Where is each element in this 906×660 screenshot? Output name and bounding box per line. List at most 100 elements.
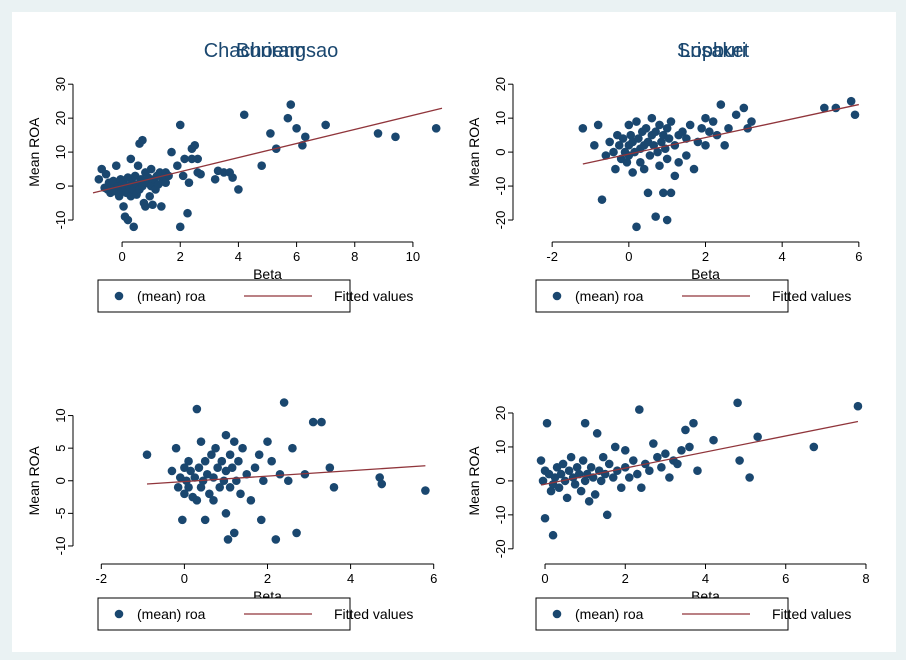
data-point bbox=[186, 466, 195, 476]
data-point bbox=[292, 124, 301, 133]
data-point bbox=[709, 435, 718, 445]
data-point bbox=[664, 134, 674, 143]
data-point bbox=[731, 110, 741, 120]
data-point bbox=[288, 443, 297, 453]
data-point bbox=[157, 202, 166, 211]
data-point bbox=[850, 110, 860, 120]
data-point bbox=[596, 476, 606, 486]
data-point bbox=[593, 120, 603, 130]
x-tick-label: 4 bbox=[779, 249, 786, 264]
legend-box bbox=[535, 597, 789, 631]
legend-marker bbox=[114, 291, 124, 301]
x-tick-label: 0 bbox=[541, 571, 548, 586]
y-tick-label: 20 bbox=[53, 111, 68, 125]
y-axis-title: Mean ROA bbox=[466, 446, 482, 516]
data-point bbox=[173, 161, 182, 170]
legend-box bbox=[535, 279, 789, 313]
data-point bbox=[645, 151, 655, 160]
data-point bbox=[572, 463, 582, 472]
data-point bbox=[283, 113, 293, 123]
data-point bbox=[286, 100, 296, 109]
data-point bbox=[578, 124, 588, 133]
data-point bbox=[566, 452, 576, 462]
data-point bbox=[175, 222, 185, 232]
x-tick-label: 0 bbox=[625, 249, 632, 264]
data-point bbox=[205, 489, 214, 499]
data-point bbox=[633, 469, 642, 479]
data-point bbox=[196, 169, 205, 179]
data-point bbox=[634, 134, 643, 143]
data-point bbox=[213, 463, 222, 473]
y-axis-title: Mean ROA bbox=[26, 445, 42, 515]
data-point bbox=[94, 174, 104, 184]
data-point bbox=[200, 515, 210, 525]
data-point bbox=[246, 496, 256, 505]
data-point bbox=[685, 442, 694, 452]
data-point bbox=[145, 191, 155, 201]
y-tick-label: -10 bbox=[53, 537, 68, 556]
data-point bbox=[682, 151, 691, 160]
y-tick-label: 10 bbox=[53, 408, 68, 422]
data-point bbox=[207, 450, 216, 459]
data-point bbox=[747, 117, 756, 126]
y-tick-label: 5 bbox=[53, 445, 68, 452]
data-point bbox=[192, 496, 202, 505]
data-point bbox=[618, 134, 628, 143]
y-tick-label: 0 bbox=[53, 182, 68, 189]
data-point bbox=[560, 476, 570, 486]
data-point bbox=[223, 535, 233, 544]
data-point bbox=[138, 135, 147, 145]
data-point bbox=[632, 222, 641, 232]
fitted-line bbox=[582, 103, 859, 165]
data-point bbox=[739, 103, 749, 113]
graph-window: Chachoengsao -10 0 10 20 30 Mean ROA 0 2 4 6 8 10 Bet… bbox=[12, 12, 896, 652]
data-point bbox=[580, 418, 590, 428]
x-axis-title: Beta bbox=[253, 266, 282, 282]
chart-title: Srisaket bbox=[677, 40, 750, 62]
data-point bbox=[614, 141, 624, 150]
data-point bbox=[377, 479, 387, 489]
data-point bbox=[662, 154, 672, 164]
data-point bbox=[624, 473, 634, 482]
legend-marker bbox=[552, 609, 562, 619]
data-point bbox=[180, 154, 189, 164]
y-axis-title: Mean ROA bbox=[466, 117, 482, 187]
x-axis-title: Beta bbox=[691, 266, 720, 282]
x-tick-label: 0 bbox=[118, 249, 125, 264]
x-tick-label: 2 bbox=[622, 571, 629, 586]
data-point bbox=[325, 463, 335, 473]
data-point bbox=[146, 164, 156, 174]
data-point bbox=[628, 168, 637, 177]
data-point bbox=[161, 178, 171, 187]
x-tick-label: 6 bbox=[293, 249, 300, 264]
data-point bbox=[267, 456, 276, 466]
chart-panel-1: Chachoengsao -10 0 10 20 30 Mean ROA 0 2 4 6 8 10 Bet… bbox=[26, 40, 443, 313]
data-point bbox=[659, 188, 668, 198]
x-tick-label: 6 bbox=[855, 249, 862, 264]
y-tick-label: 10 bbox=[53, 145, 68, 159]
data-point bbox=[602, 510, 612, 520]
data-point bbox=[651, 212, 660, 221]
data-point bbox=[653, 147, 662, 157]
data-point bbox=[538, 476, 548, 486]
data-point bbox=[236, 489, 245, 499]
data-point bbox=[584, 496, 594, 506]
data-point bbox=[666, 188, 676, 198]
data-point bbox=[735, 456, 744, 465]
data-point bbox=[716, 100, 726, 109]
data-point bbox=[831, 103, 841, 113]
data-point bbox=[693, 466, 702, 476]
data-point bbox=[301, 132, 310, 142]
data-point bbox=[641, 124, 651, 133]
data-point bbox=[234, 456, 243, 466]
data-point bbox=[209, 473, 218, 482]
data-point bbox=[256, 515, 266, 525]
data-point bbox=[250, 463, 260, 473]
x-tick-label: 2 bbox=[264, 571, 271, 586]
data-point bbox=[126, 154, 136, 164]
data-point bbox=[548, 530, 558, 540]
data-point bbox=[655, 120, 664, 130]
data-point bbox=[546, 486, 556, 496]
legend-marker-label: (mean) roa bbox=[575, 606, 644, 622]
